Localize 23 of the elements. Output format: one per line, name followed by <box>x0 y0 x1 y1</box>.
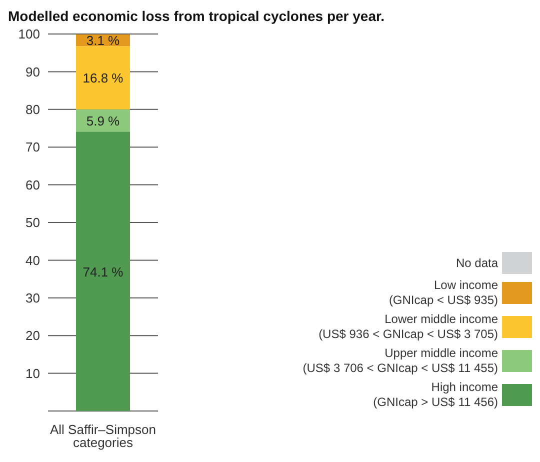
y-tick-label: 80 <box>26 102 40 118</box>
legend-label: No data <box>456 256 498 270</box>
y-tick-label: 30 <box>26 290 40 306</box>
y-tick-label: 50 <box>26 215 40 230</box>
text: Modelled economic loss from tropical cyclones per year. <box>8 8 386 26</box>
y-tick-label: 70 <box>26 140 40 155</box>
legend-label: High income (GNIcap > US$ 11 456) <box>373 380 498 410</box>
data-label: 5.9 % <box>86 114 120 129</box>
y-tick-label: 90 <box>26 64 40 80</box>
y-tick-label: 100 <box>18 26 40 42</box>
x-tick-label: All Saffir–Simpson categories <box>50 422 156 450</box>
bar <box>76 46 130 110</box>
data-label: 16.8 % <box>82 70 124 86</box>
legend-label: Lower middle income (US$ 936 < GNIcap < US$ 3 705) <box>318 312 498 342</box>
y-tick-label: 10 <box>26 366 40 381</box>
legend-label: Upper middle income (US$ 3 706 < GNIcap < US$ 11 455) <box>302 346 498 376</box>
y-tick-label: 40 <box>26 252 40 268</box>
legend-label: Low income (GNIcap < US$ 935) <box>388 278 498 308</box>
data-label: 3.1 % <box>86 33 120 48</box>
bar <box>76 132 130 411</box>
data-label: 74.1 % <box>82 264 124 280</box>
y-tick-label: 60 <box>26 177 40 192</box>
y-tick-label: 20 <box>26 328 40 344</box>
